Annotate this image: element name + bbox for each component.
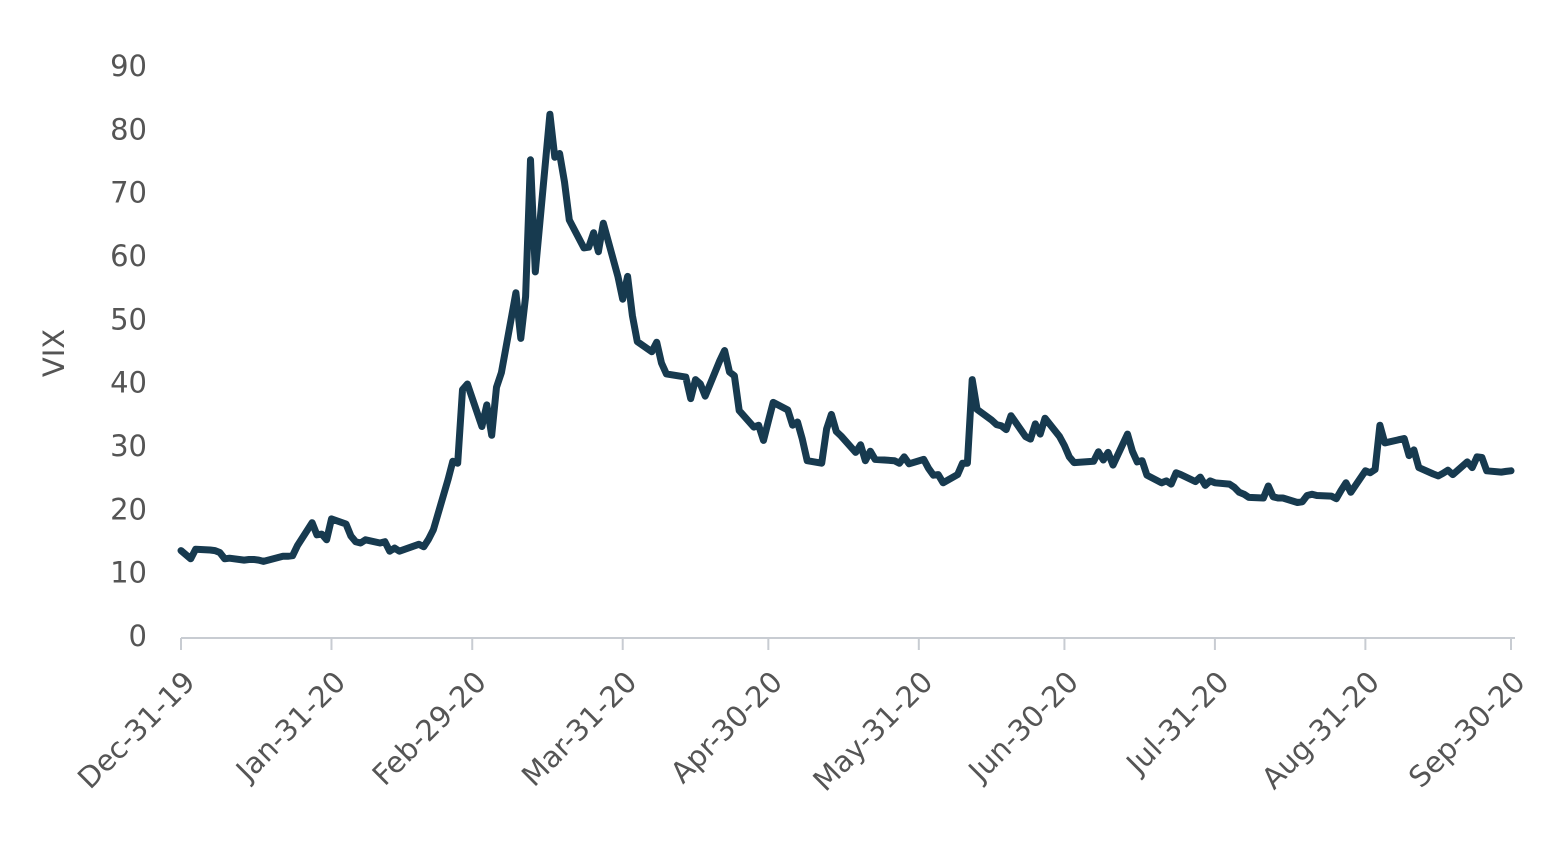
x-tick-label: Aug-31-20 <box>1255 665 1386 796</box>
x-tick-label: Mar-31-20 <box>515 665 643 793</box>
x-tick-label: Jan-31-20 <box>228 665 352 789</box>
y-tick-label: 40 <box>110 366 147 400</box>
x-tick-label: Feb-29-20 <box>366 665 493 792</box>
x-tick-label: Sep-30-20 <box>1402 665 1532 795</box>
y-tick-label: 0 <box>129 619 147 653</box>
line <box>177 110 1515 565</box>
x-tick-label: May-31-20 <box>806 665 939 798</box>
x-tick-label: Dec-31-19 <box>71 665 202 796</box>
y-tick-label: 80 <box>110 112 147 146</box>
x-tick-label: Apr-30-20 <box>664 665 789 790</box>
y-tick-label: 30 <box>110 429 147 463</box>
y-tick-label: 10 <box>110 556 147 590</box>
y-tick-label: 50 <box>110 302 147 336</box>
x-tick-label: Jul-31-20 <box>1118 665 1235 782</box>
y-tick-label: 70 <box>110 176 147 210</box>
y-tick-label: 90 <box>110 49 147 83</box>
y-axis-label: VIX <box>37 329 71 377</box>
y-tick-label: 20 <box>110 492 147 526</box>
y-tick-label: 60 <box>110 239 147 273</box>
x-tick-label: Jun-30-20 <box>961 665 1085 789</box>
